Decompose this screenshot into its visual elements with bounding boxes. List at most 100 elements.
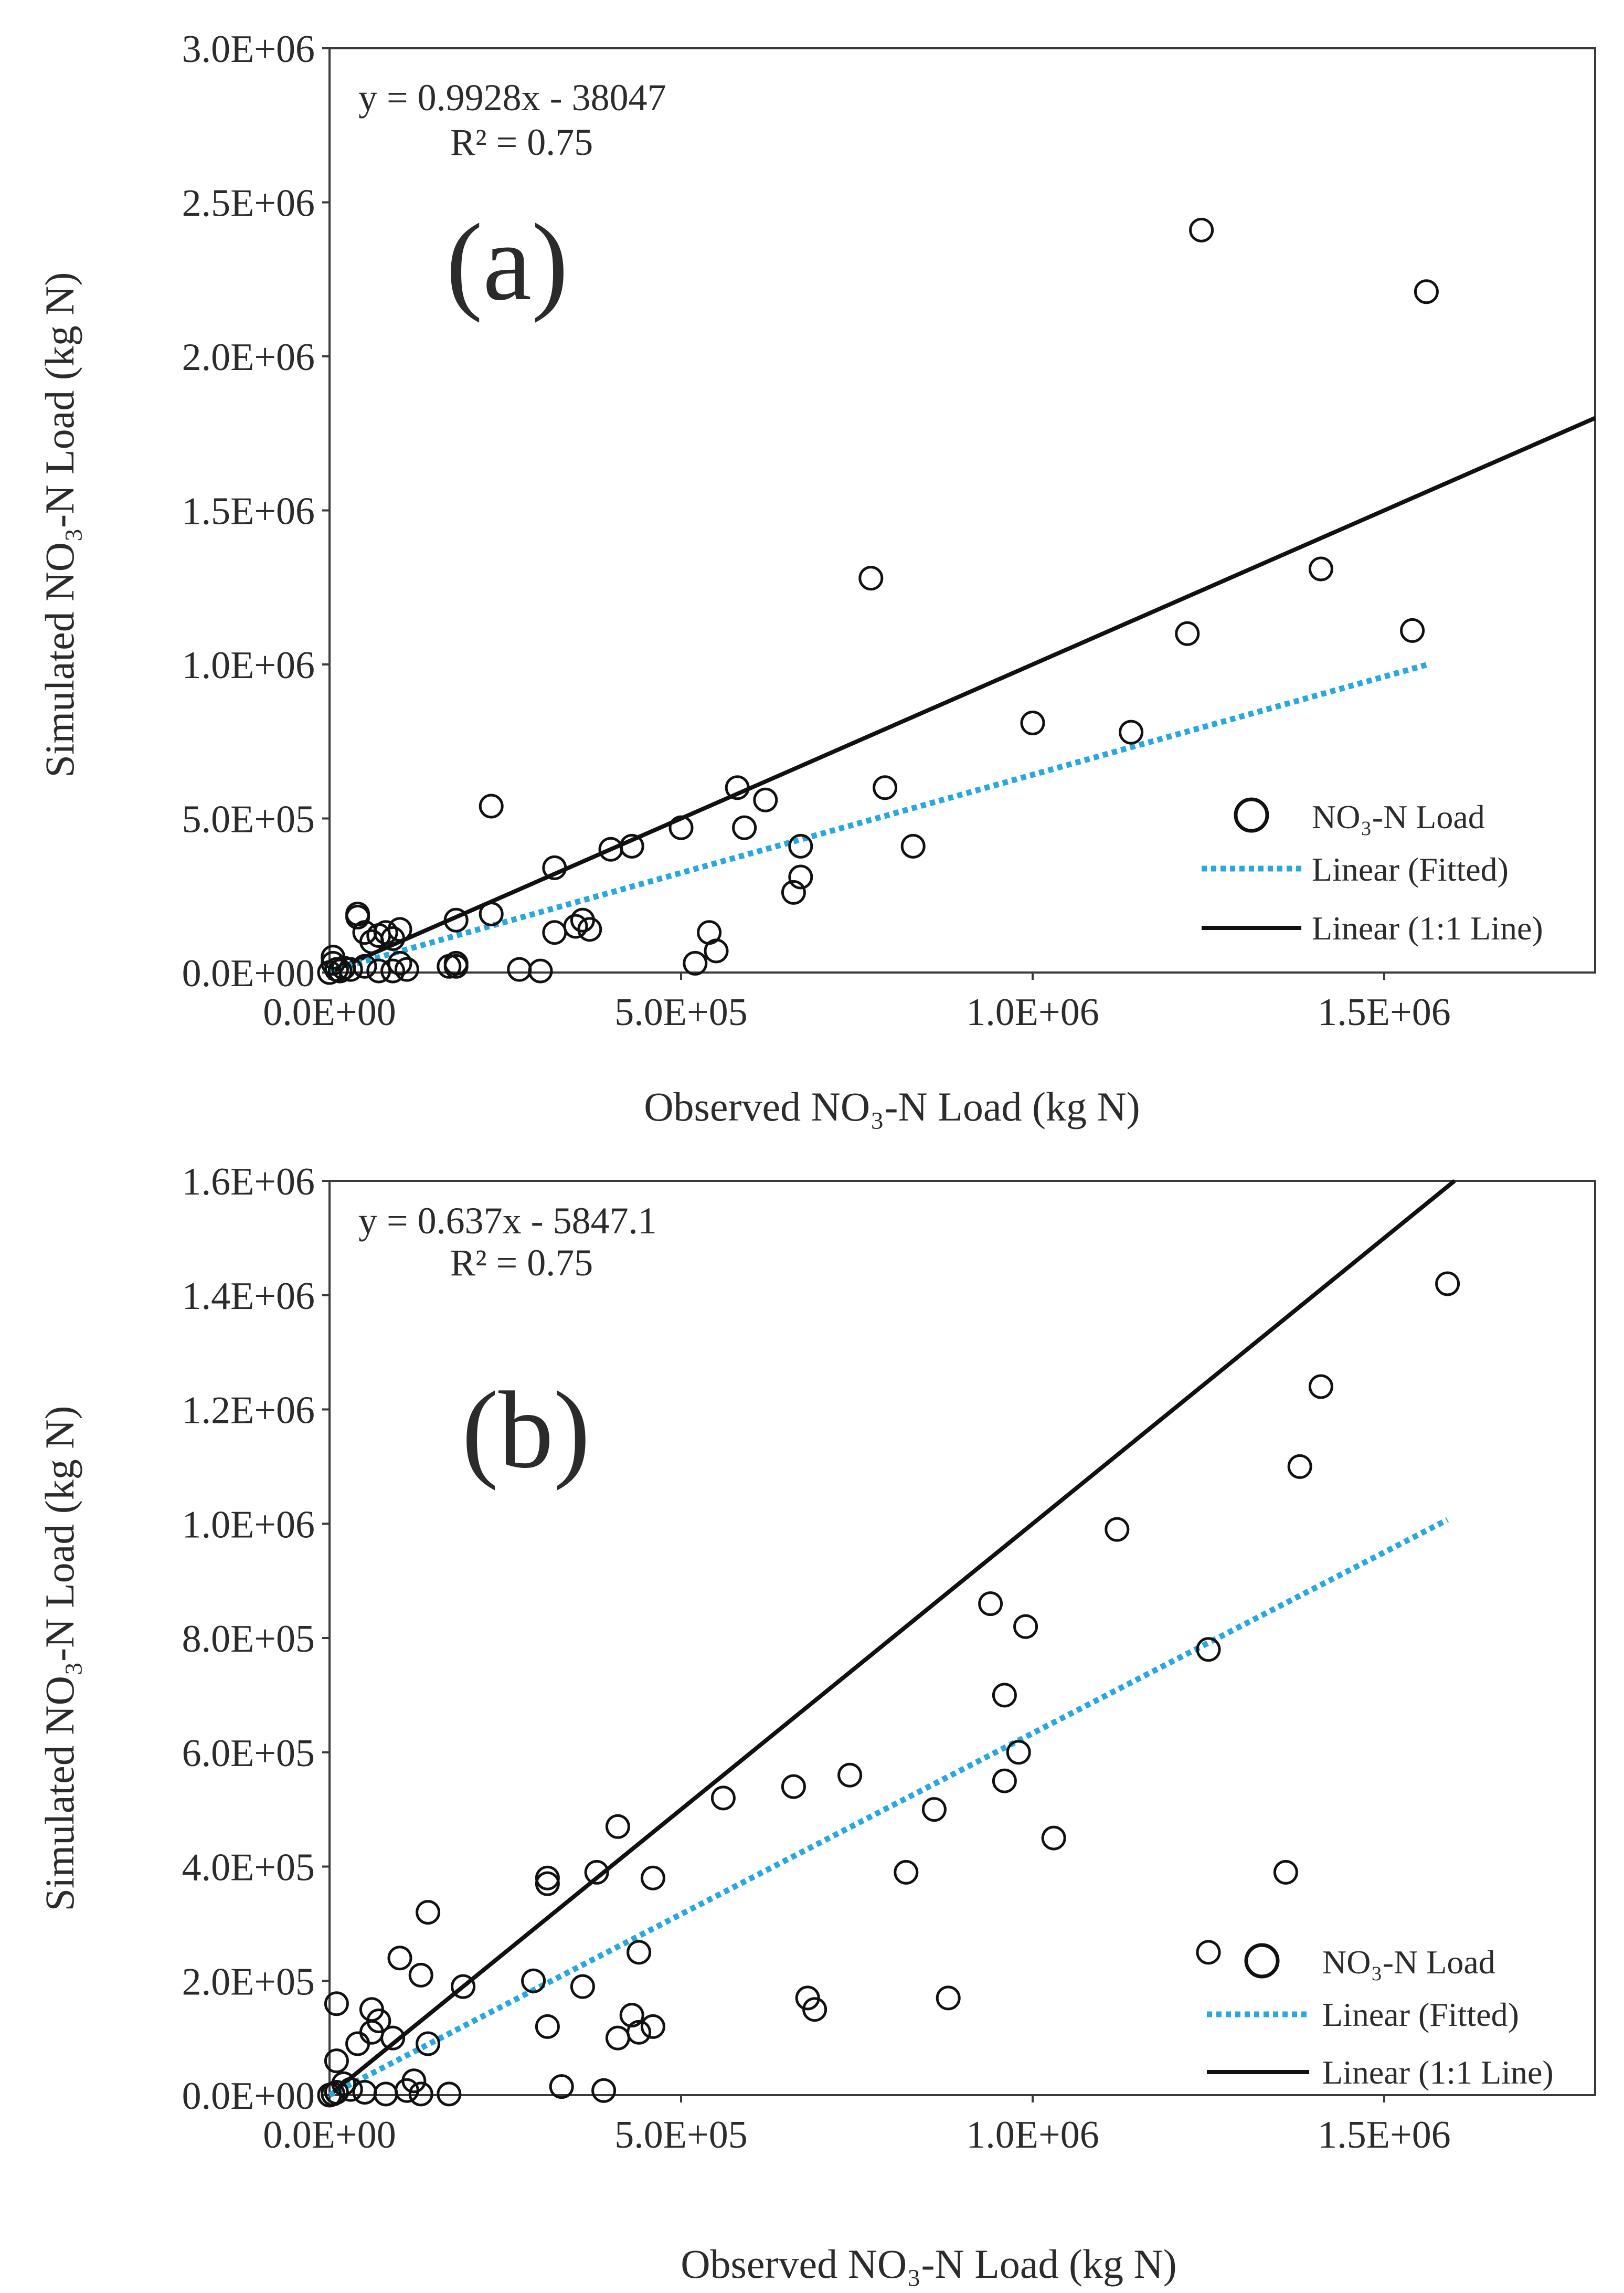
panel-a-data-point bbox=[725, 775, 750, 800]
panel-b-data-point bbox=[921, 1797, 947, 1822]
panel-b-legend-fitted: Linear (Fitted) bbox=[1322, 1996, 1519, 2033]
panel-a-y-tick-label: 2.0E+06 bbox=[182, 336, 315, 379]
panel-a-x-tick-label: 1.5E+06 bbox=[1318, 991, 1450, 1034]
panel-a-data-point bbox=[1119, 720, 1144, 745]
panel-a-data-point bbox=[1189, 217, 1214, 242]
panel-a-label: (a) bbox=[446, 202, 568, 323]
panel-a-y-tick-label: 1.0E+06 bbox=[182, 644, 315, 687]
panel-a: 0.0E+00 5.0E+05 1.0E+06 1.5E+06 2.0E+06 2.5E+… bbox=[37, 28, 1596, 1129]
panel-b-data-point bbox=[992, 1683, 1017, 1708]
panel-b-data-point bbox=[837, 1762, 863, 1788]
panel-b-y-tick-label: 0.0E+00 bbox=[182, 2075, 315, 2118]
panel-b-y-tick-label: 2.0E+05 bbox=[182, 1960, 315, 2003]
panel-a-data-point bbox=[387, 950, 412, 976]
panel-a-data-point bbox=[317, 960, 342, 985]
panel-a-data-point bbox=[366, 923, 391, 948]
panel-b-data-point bbox=[535, 2014, 560, 2039]
panel-a-data-point bbox=[437, 954, 462, 979]
panel-b-legend-nitrate-load: NO₃-N Load bbox=[1322, 1943, 1495, 1981]
panel-a-x-tick-label: 5.0E+05 bbox=[614, 991, 747, 1034]
panel-a-data-point bbox=[359, 929, 384, 954]
panel-a-fitted-line bbox=[328, 662, 1427, 974]
panel-b-data-point bbox=[380, 2025, 406, 2051]
panel-b-data-point bbox=[535, 1871, 560, 1896]
panel-a-data-point bbox=[873, 775, 898, 800]
panel-a-y-axis-title: Simulated NO₃-N Load (kg N) bbox=[37, 272, 82, 777]
panel-a-data-point bbox=[327, 958, 353, 984]
panel-a-data-point bbox=[479, 794, 504, 819]
panel-a-legend-nitrate-load: NO₃-N Load bbox=[1312, 798, 1485, 836]
panel-b-data-point bbox=[1308, 1374, 1333, 1399]
panel-a-data-point bbox=[443, 954, 469, 979]
panel-b-data-point bbox=[345, 2031, 370, 2056]
panel-b-fitted-line bbox=[328, 1517, 1449, 2098]
panel-a-data-point bbox=[479, 901, 504, 926]
panel-a-data-point bbox=[788, 833, 813, 859]
panel-b-legend: NO₃-N Load Linear (Fitted) Linear (1:1 L… bbox=[1207, 1943, 1554, 2091]
panel-b-data-point bbox=[1006, 1740, 1031, 1765]
panel-a-data-point bbox=[1308, 556, 1333, 582]
panel-b-y-tick-label: 1.0E+06 bbox=[182, 1503, 315, 1546]
panel-a-y-tick-label: 5.0E+05 bbox=[182, 798, 315, 841]
panel-a-x-tick-label: 0.0E+00 bbox=[263, 991, 396, 1034]
panel-b-r-squared: R² = 0.75 bbox=[450, 1242, 593, 1284]
panel-a-data-point bbox=[542, 855, 567, 880]
panel-b-data-point bbox=[408, 1962, 433, 1988]
panel-a-data-point bbox=[443, 907, 469, 933]
panel-b-data-point bbox=[591, 2078, 617, 2103]
panel-a-data-point bbox=[668, 815, 694, 840]
panel-b-data-point bbox=[619, 2003, 644, 2028]
panel-b-data-point bbox=[894, 1859, 919, 1885]
panel-b-data-point bbox=[324, 1991, 349, 2016]
panel-a-y-tick-label: 1.5E+06 bbox=[182, 490, 315, 533]
panel-a-data-point bbox=[1414, 279, 1439, 304]
panel-a-data-point bbox=[528, 958, 553, 984]
panel-a-data-point bbox=[781, 880, 806, 905]
panel-a-data-point bbox=[331, 955, 356, 980]
panel-b-data-point bbox=[1041, 1825, 1066, 1851]
panel-b-data-point bbox=[408, 2081, 433, 2107]
panel-b-plot: 0.0E+00 2.0E+05 4.0E+05 6.0E+05 8.0E+05 1.0E+… bbox=[182, 1160, 1596, 2157]
panel-a-data-point bbox=[394, 957, 419, 982]
panel-a-data-point bbox=[542, 920, 567, 945]
panel-a-data-point bbox=[1020, 711, 1045, 736]
panel-b-y-tick-label: 8.0E+05 bbox=[182, 1618, 315, 1661]
panel-a-data-point bbox=[900, 833, 926, 859]
panel-a-legend-one-to-one: Linear (1:1 Line) bbox=[1312, 910, 1543, 947]
panel-a-data-point bbox=[732, 815, 757, 840]
panel-a-data-point bbox=[858, 566, 884, 591]
panel-b-data-point bbox=[1196, 1637, 1221, 1662]
panel-b-data-point bbox=[317, 2083, 342, 2108]
panel-b-data-point bbox=[802, 1997, 827, 2022]
panel-a-data-point bbox=[380, 958, 406, 984]
panel-b-data-point bbox=[781, 1774, 806, 1799]
panel-a-y-tick-label: 3.0E+06 bbox=[182, 28, 315, 71]
panel-b-legend-one-to-one: Linear (1:1 Line) bbox=[1322, 2054, 1554, 2091]
panel-a-data-point bbox=[345, 904, 370, 929]
panel-a-data-point bbox=[1400, 618, 1425, 643]
panel-b-data-point bbox=[584, 1859, 609, 1885]
panel-b-equation: y = 0.637x - 5847.1 bbox=[358, 1200, 657, 1242]
panel-a-data-point bbox=[788, 864, 813, 890]
panel-b-x-tick-label: 1.0E+06 bbox=[966, 2114, 1099, 2157]
panel-b-data-point bbox=[605, 2025, 630, 2051]
panel-a-y-tick-label: 2.5E+06 bbox=[182, 182, 315, 225]
panel-b-legend-marker bbox=[1244, 1943, 1280, 1979]
panel-b-one-to-one-line bbox=[328, 1179, 1456, 2097]
panel-b-data-point bbox=[1273, 1859, 1298, 1885]
panel-b-data-point bbox=[605, 1814, 630, 1839]
panel-a-data-point bbox=[577, 917, 602, 942]
panel-b-data-point bbox=[978, 1591, 1003, 1616]
panel-b-data-point bbox=[416, 2031, 441, 2056]
panel-b-data-point bbox=[992, 1768, 1017, 1793]
panel-b-y-tick-label: 6.0E+05 bbox=[182, 1732, 315, 1775]
panel-b-data-point bbox=[1105, 1517, 1130, 1542]
panel-a-legend: NO₃-N Load Linear (Fitted) Linear (1:1 L… bbox=[1202, 797, 1543, 947]
panel-b-y-tick-label: 1.6E+06 bbox=[182, 1160, 315, 1203]
panel-a-r-squared: R² = 0.75 bbox=[450, 121, 593, 163]
panel-b-data-point bbox=[1196, 1940, 1221, 1965]
panel-b-data-point bbox=[1013, 1614, 1038, 1639]
panel-b-y-tick-label: 1.2E+06 bbox=[182, 1389, 315, 1432]
panel-b-data-point bbox=[437, 2081, 462, 2107]
panel-b-data-point bbox=[352, 2080, 377, 2105]
